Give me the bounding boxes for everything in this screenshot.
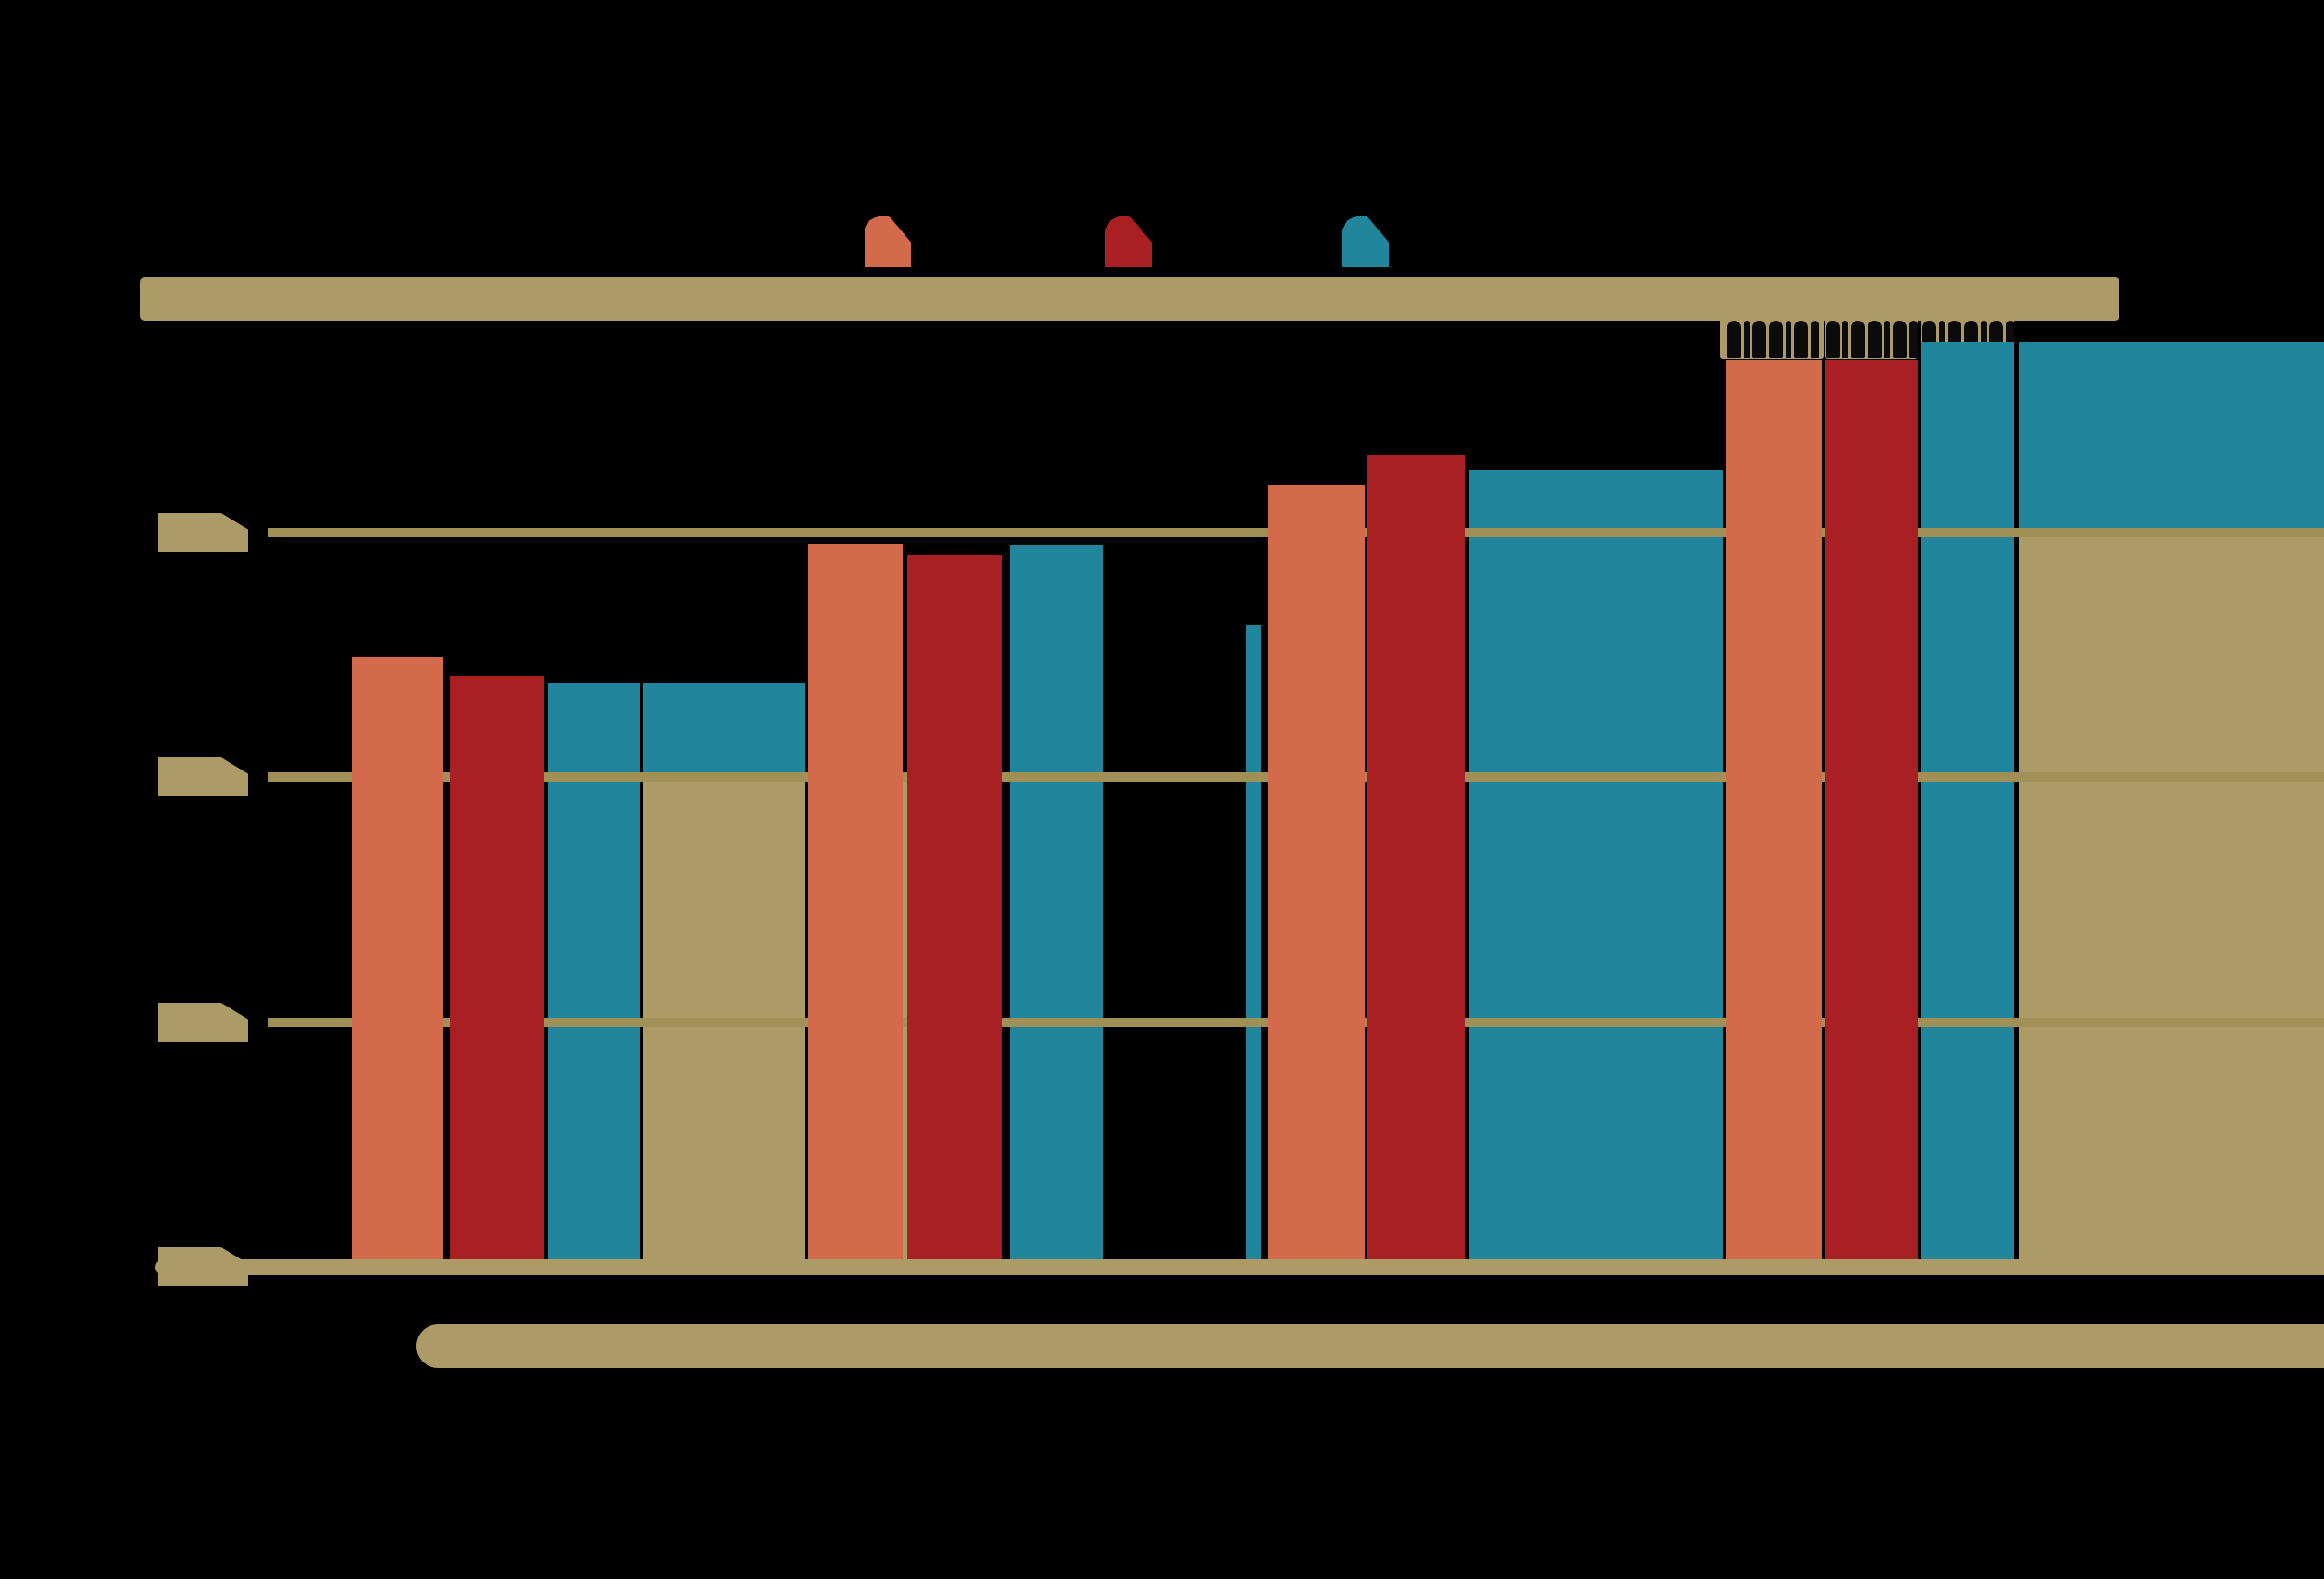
bar-group3-teal bbox=[1469, 470, 1723, 1267]
ytick-label-blob-1 bbox=[158, 513, 248, 552]
ytick-label-blob-3 bbox=[158, 1003, 248, 1042]
ytick-label-blob-2 bbox=[158, 757, 248, 796]
bar-group1-orange bbox=[352, 657, 443, 1267]
bar-group2-orange bbox=[808, 544, 903, 1267]
annotation-glyph-2-7 bbox=[1909, 321, 1918, 358]
group4-aux-tan-body bbox=[2019, 531, 2324, 1267]
bar-group4-red bbox=[1825, 360, 1918, 1267]
annotation-glyph-1-3 bbox=[1752, 321, 1766, 358]
annotation-glyph-1-5 bbox=[1786, 321, 1791, 358]
x-axis-line bbox=[155, 1259, 2324, 1275]
annotation-glyph-2-3 bbox=[1851, 321, 1865, 358]
annotation-glyph-1-1 bbox=[1727, 321, 1741, 358]
bar-group1-red bbox=[450, 676, 544, 1267]
annotation-glyph-3-2 bbox=[1939, 321, 1945, 358]
annotation-glyph-2-6 bbox=[1893, 321, 1907, 358]
bar-group4-teal bbox=[1921, 342, 2014, 1267]
annotation-glyph-2-5 bbox=[1884, 321, 1890, 358]
annotation-glyph-1-4 bbox=[1769, 321, 1783, 358]
group1-aux-teal-cap bbox=[643, 683, 805, 779]
annotation-glyph-3-5 bbox=[1981, 321, 1987, 358]
bar-group4-orange bbox=[1726, 360, 1822, 1267]
legend-item-blob-2 bbox=[1105, 216, 1152, 267]
annotation-glyph-1-6 bbox=[1794, 321, 1808, 358]
bar-group2-teal bbox=[1010, 545, 1103, 1267]
legend-item-blob-1 bbox=[865, 216, 911, 267]
group2-aux-teal-sliver bbox=[1246, 625, 1261, 1267]
annotation-glyph-2-4 bbox=[1868, 321, 1882, 358]
bar-group2-red bbox=[907, 555, 1002, 1267]
annotation-glyph-1-2 bbox=[1744, 321, 1750, 358]
group4-aux-teal-cap bbox=[2019, 342, 2324, 531]
bar-group3-orange bbox=[1268, 485, 1365, 1267]
bar-group1-teal bbox=[548, 683, 640, 1267]
xlabel-redacted-blob bbox=[416, 1324, 2324, 1368]
annotation-glyph-3-7 bbox=[2006, 321, 2014, 358]
bar-group3-red bbox=[1367, 455, 1465, 1267]
annotation-glyph-2-1 bbox=[1826, 321, 1840, 358]
annotation-glyph-2-2 bbox=[1842, 321, 1848, 358]
legend-item-blob-3 bbox=[1342, 216, 1389, 267]
annotation-glyph-1-7 bbox=[1811, 321, 1819, 358]
